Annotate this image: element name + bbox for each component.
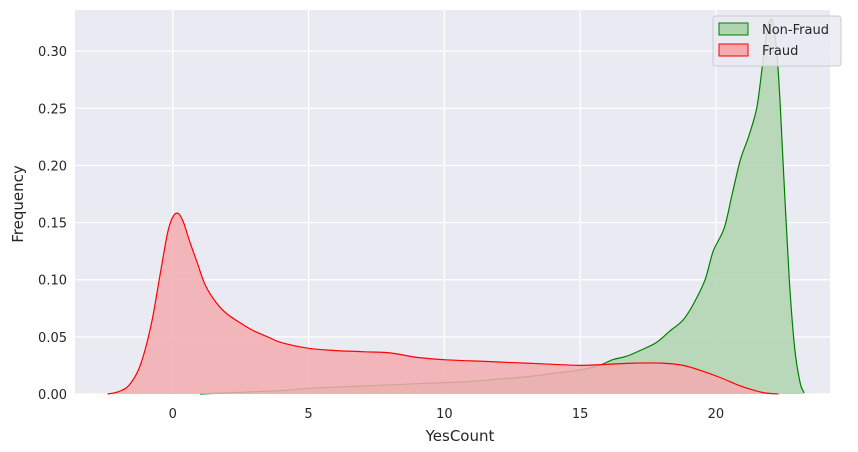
x-tick-label: 0 [169, 407, 177, 422]
x-tick-label: 5 [304, 407, 312, 422]
y-tick-label: 0.20 [38, 159, 67, 174]
x-tick-label: 20 [708, 407, 725, 422]
legend: Non-Fraud Fraud [712, 15, 842, 67]
y-tick-label: 0.25 [38, 102, 67, 117]
y-tick-label: 0.00 [38, 388, 67, 403]
legend-label-non-fraud: Non-Fraud [762, 23, 829, 38]
area-non-fraud [199, 19, 805, 395]
y-tick-label: 0.30 [38, 45, 67, 60]
y-tick-label: 0.15 [38, 217, 67, 232]
line-fraud [107, 212, 779, 395]
y-tick-label: 0.05 [38, 331, 67, 346]
x-tick-label: 10 [436, 407, 453, 422]
y-axis-label: Frequency [9, 165, 27, 243]
x-axis-label: YesCount [425, 427, 495, 445]
area-fraud [107, 213, 779, 394]
legend-label-fraud: Fraud [762, 44, 798, 59]
y-axis-ticks: 0.00 0.05 0.10 0.15 0.20 0.25 0.30 [38, 45, 67, 403]
x-tick-label: 15 [572, 407, 589, 422]
y-tick-label: 0.10 [38, 274, 67, 289]
x-axis-ticks: 0 5 10 15 20 [169, 407, 725, 422]
legend-swatch-fraud [718, 43, 749, 57]
legend-swatch-non-fraud [718, 22, 749, 36]
